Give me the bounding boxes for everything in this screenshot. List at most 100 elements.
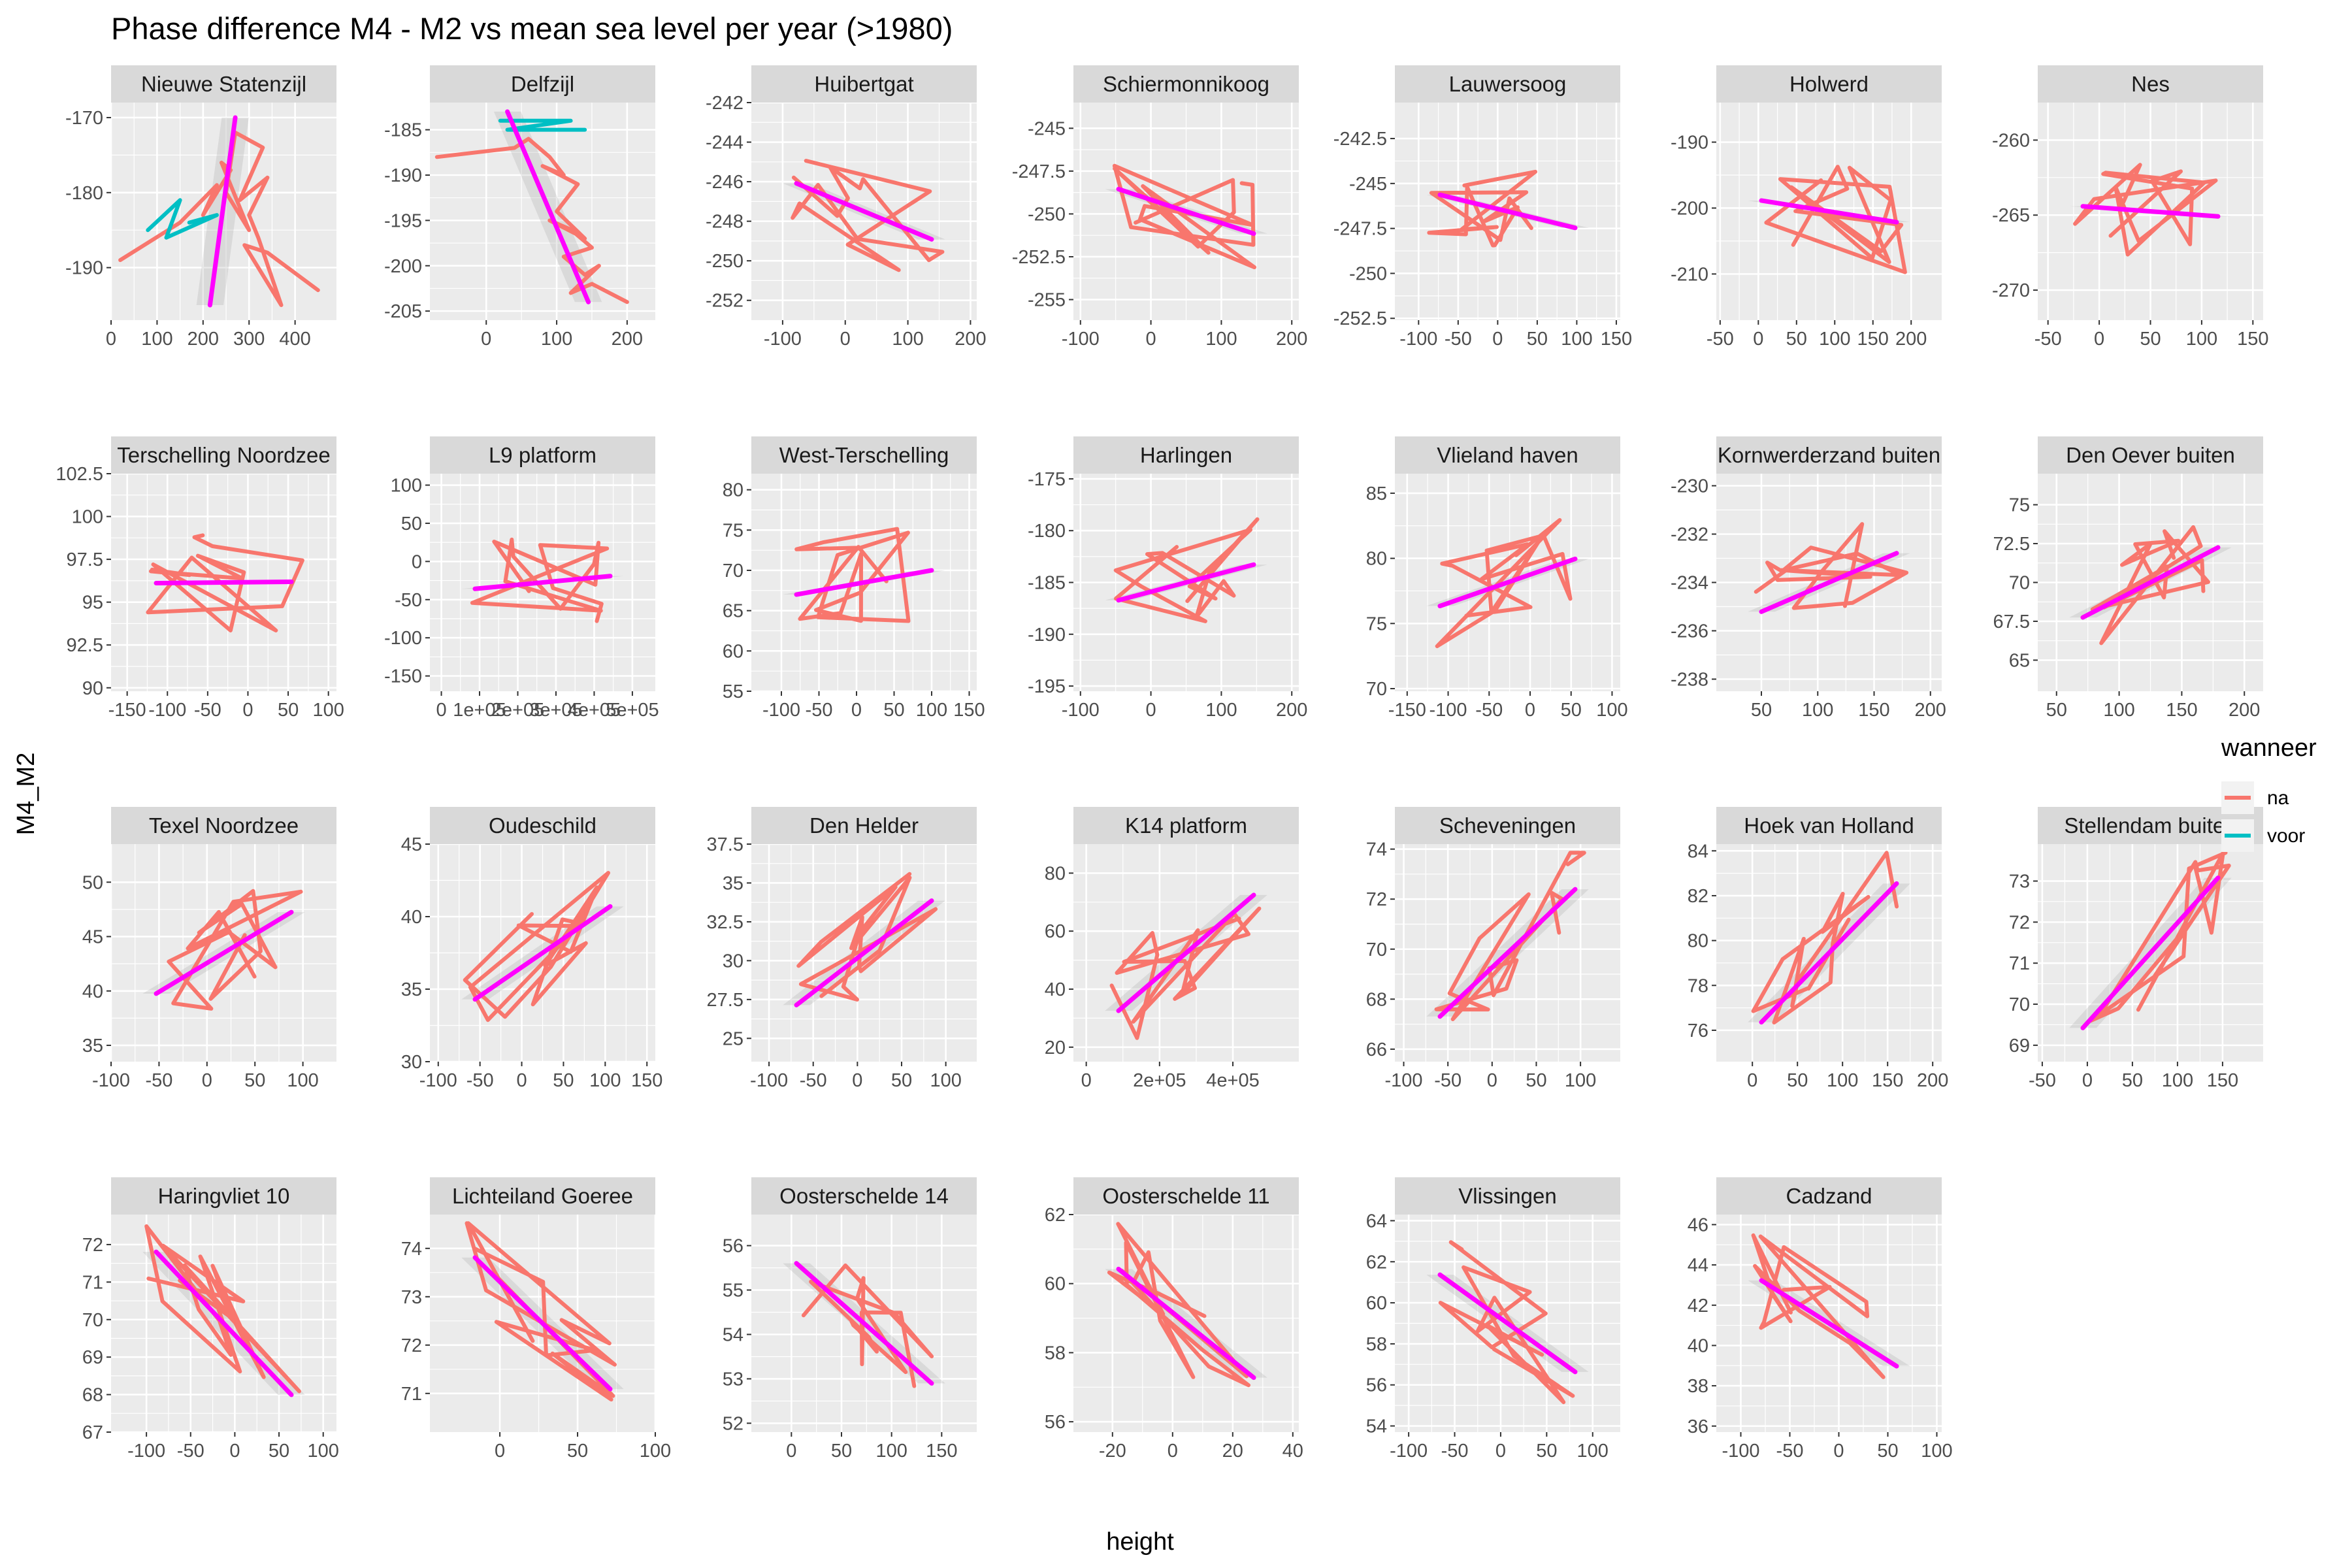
y-tick-label: 66 <box>1366 1039 1387 1060</box>
y-tick-label: 65 <box>723 601 743 622</box>
x-tick-label: 100 <box>141 329 172 350</box>
panel-oudeschild: Oudeschild -100 -50 0 50 100 150 30 35 40 45 <box>401 807 662 1091</box>
strip-vlissingen <box>1395 1177 1620 1215</box>
y-tick-label: 60 <box>1366 1293 1387 1314</box>
x-tick-label: -100 <box>1722 1441 1759 1462</box>
x-tick-label: -50 <box>2029 1070 2056 1091</box>
x-tick-label: 100 <box>1827 1070 1858 1091</box>
y-tick-label: 75 <box>723 520 743 541</box>
strip-lauwersoog <box>1395 65 1620 103</box>
x-tick-label: 50 <box>278 700 299 721</box>
legend-label-voor: voor <box>2267 825 2305 847</box>
x-tick-label: 0 <box>106 329 116 350</box>
series-line-na <box>470 537 610 623</box>
panel-den-helder: Den Helder -100 -50 0 50 100 25 27.5 30 32.5 35 37.… <box>707 807 977 1091</box>
fit-line <box>1437 556 1578 609</box>
panel-vlissingen: Vlissingen -100 -50 0 50 100 54 56 58 60 62 64 <box>1366 1177 1620 1462</box>
y-tick-label: 72 <box>1366 889 1387 910</box>
x-tick-label: 200 <box>612 329 643 350</box>
y-tick-label: -245 <box>1349 174 1387 195</box>
y-tick-label: 30 <box>401 1052 422 1073</box>
y-tick-label: 60 <box>1045 921 1066 942</box>
strip-schiermonnikoog <box>1073 65 1299 103</box>
strip-label-west-terschelling: West-Terschelling <box>779 443 949 467</box>
y-tick-label: -232 <box>1671 525 1708 546</box>
x-tick-label: 150 <box>2166 700 2197 721</box>
y-tick-label: -230 <box>1671 476 1708 497</box>
y-tick-label: 46 <box>1688 1215 1708 1235</box>
x-tick-label: 0 <box>1833 1441 1844 1462</box>
y-tick-label: 62 <box>1045 1205 1066 1226</box>
panel-harlingen: Harlingen -100 0 100 200 -195 -190 -185 -180 -175 <box>1028 436 1307 721</box>
y-tick-label: -244 <box>706 133 743 154</box>
x-tick-label: 150 <box>1601 329 1632 350</box>
strip-nieuwe-statenzijl <box>111 65 336 103</box>
y-tick-label: -247.5 <box>1012 161 1066 182</box>
panel-oosterschelde-14: Oosterschelde 14 0 50 100 150 52 53 54 55 56 <box>723 1177 977 1462</box>
panel-stellendam-buiten: Stellendam buiten -50 0 50 100 150 69 70 71 72 73 <box>2009 807 2263 1091</box>
y-tick-label: -50 <box>395 590 422 611</box>
strip-cadzand <box>1716 1177 1942 1215</box>
fit-line <box>1437 887 1578 1019</box>
y-tick-label: -210 <box>1671 264 1708 285</box>
series-line-na <box>1434 851 1586 1021</box>
y-tick-label: 71 <box>401 1384 422 1405</box>
panel-lauwersoog: Lauwersoog -100 -50 0 50 100 150 -252.5 -250 -247… <box>1333 65 1632 350</box>
x-tick-label: 2e+05 <box>1133 1070 1186 1091</box>
x-tick-label: 100 <box>892 329 923 350</box>
strip-label-nieuwe-statenzijl: Nieuwe Statenzijl <box>141 72 306 96</box>
panel-delfzijl: Delfzijl 0 100 200 -205 -200 -195 -190 -185 <box>384 65 655 350</box>
panel-lichteiland-goeree: Lichteiland Goeree 0 50 100 71 72 73 74 <box>401 1177 671 1462</box>
strip-label-lauwersoog: Lauwersoog <box>1449 72 1567 96</box>
x-tick-label: 50 <box>1751 700 1772 721</box>
panel-k14-platform: K14 platform 0 2e+05 4e+05 20 40 60 80 <box>1045 807 1299 1091</box>
y-tick-label: -236 <box>1671 621 1708 642</box>
y-tick-label: 78 <box>1688 975 1708 996</box>
x-tick-label: -100 <box>762 700 800 721</box>
y-tick-label: 75 <box>2009 495 2030 516</box>
panel-background <box>430 103 655 320</box>
x-tick-label: 200 <box>1276 329 1307 350</box>
x-tick-label: 50 <box>2140 329 2161 350</box>
y-tick-label: 73 <box>2009 872 2030 892</box>
x-tick-label: 0 <box>1753 329 1763 350</box>
x-tick-label: -50 <box>1441 1441 1469 1462</box>
y-tick-label: 44 <box>1688 1255 1708 1276</box>
fit-line <box>154 580 294 585</box>
x-tick-label: 0 <box>1747 1070 1757 1091</box>
y-tick-label: 82 <box>1688 886 1708 907</box>
strip-label-oosterschelde-14: Oosterschelde 14 <box>779 1184 949 1208</box>
series-line-na <box>144 1224 301 1394</box>
y-tick-label: 56 <box>723 1236 743 1257</box>
y-tick-label: -252.5 <box>1012 247 1066 268</box>
series-line-na <box>794 527 911 623</box>
y-tick-label: -200 <box>384 256 422 277</box>
x-tick-label: 150 <box>1857 329 1889 350</box>
fit-line <box>794 181 934 242</box>
y-tick-label: 56 <box>1045 1412 1066 1433</box>
y-tick-label: -250 <box>1349 263 1387 284</box>
x-tick-label: 200 <box>188 329 219 350</box>
y-tick-label: 80 <box>1045 863 1066 884</box>
x-tick-label: 100 <box>2186 329 2217 350</box>
strip-label-vlieland-haven: Vlieland haven <box>1437 443 1578 467</box>
series-line-na <box>146 533 304 632</box>
y-tick-label: -242.5 <box>1333 129 1387 150</box>
y-tick-label: 60 <box>723 641 743 662</box>
fit-line <box>472 904 613 1002</box>
y-tick-label: -252.5 <box>1333 308 1387 329</box>
strip-oosterschelde-11 <box>1073 1177 1299 1215</box>
y-tick-label: 73 <box>401 1287 422 1308</box>
fit-line <box>1116 186 1256 237</box>
x-tick-label: -100 <box>1429 700 1467 721</box>
y-tick-label: -250 <box>1028 204 1066 225</box>
strip-den-oever-buiten <box>2038 436 2263 474</box>
y-tick-label: 58 <box>1366 1334 1387 1355</box>
series-line-na <box>167 889 303 1011</box>
y-tick-label: -100 <box>384 628 422 649</box>
x-tick-label: 150 <box>2207 1070 2238 1091</box>
x-tick-label: 0 <box>495 1441 505 1462</box>
strip-label-den-oever-buiten: Den Oever buiten <box>2066 443 2235 467</box>
x-tick-label: 50 <box>1787 1070 1808 1091</box>
series-line-na <box>463 871 610 1022</box>
